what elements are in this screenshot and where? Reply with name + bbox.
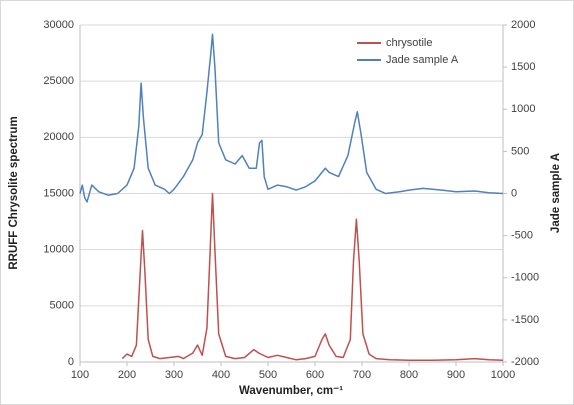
y2-tick-label: -1500 <box>511 314 539 326</box>
y2-tick-label: 0 <box>511 187 517 199</box>
y-tick-label: 25000 <box>43 75 74 87</box>
y-tick-label: 20000 <box>43 131 74 143</box>
x-tick-label: 700 <box>353 369 371 381</box>
y2-tick-label: 1000 <box>511 103 535 115</box>
y-tick-label: 5000 <box>50 300 74 312</box>
x-tick-label: 500 <box>259 369 277 381</box>
y-tick-label: 15000 <box>43 187 74 199</box>
x-tick-label: 600 <box>306 369 324 381</box>
y2-tick-label: 2000 <box>511 19 535 31</box>
x-tick-label: 800 <box>400 369 418 381</box>
y2-tick-label: -500 <box>511 230 533 242</box>
y2-axis-title: Jade sample A <box>550 153 562 233</box>
series-line <box>79 33 504 203</box>
y-axis-title: RRUFF Chrysolite spectrum <box>8 116 20 269</box>
y-tick-label: 30000 <box>43 19 74 31</box>
legend-label: chrysotile <box>386 37 432 49</box>
x-tick-label: 200 <box>118 369 136 381</box>
x-tick-label: 400 <box>212 369 230 381</box>
y2-tick-label: -2000 <box>511 356 539 368</box>
y-tick-label: 10000 <box>43 244 74 256</box>
y2-tick-label: 500 <box>511 145 529 157</box>
y-tick-label: 0 <box>68 356 74 368</box>
x-tick-label: 100 <box>71 369 89 381</box>
y2-tick-label: 1500 <box>511 61 535 73</box>
x-axis-title: Wavenumber, cm⁻¹ <box>239 385 343 397</box>
x-tick-label: 1000 <box>491 369 515 381</box>
legend-label: Jade sample A <box>386 54 459 66</box>
y2-tick-label: -1000 <box>511 272 539 284</box>
x-tick-label: 900 <box>447 369 465 381</box>
x-tick-label: 300 <box>165 369 183 381</box>
series-line <box>121 192 504 362</box>
